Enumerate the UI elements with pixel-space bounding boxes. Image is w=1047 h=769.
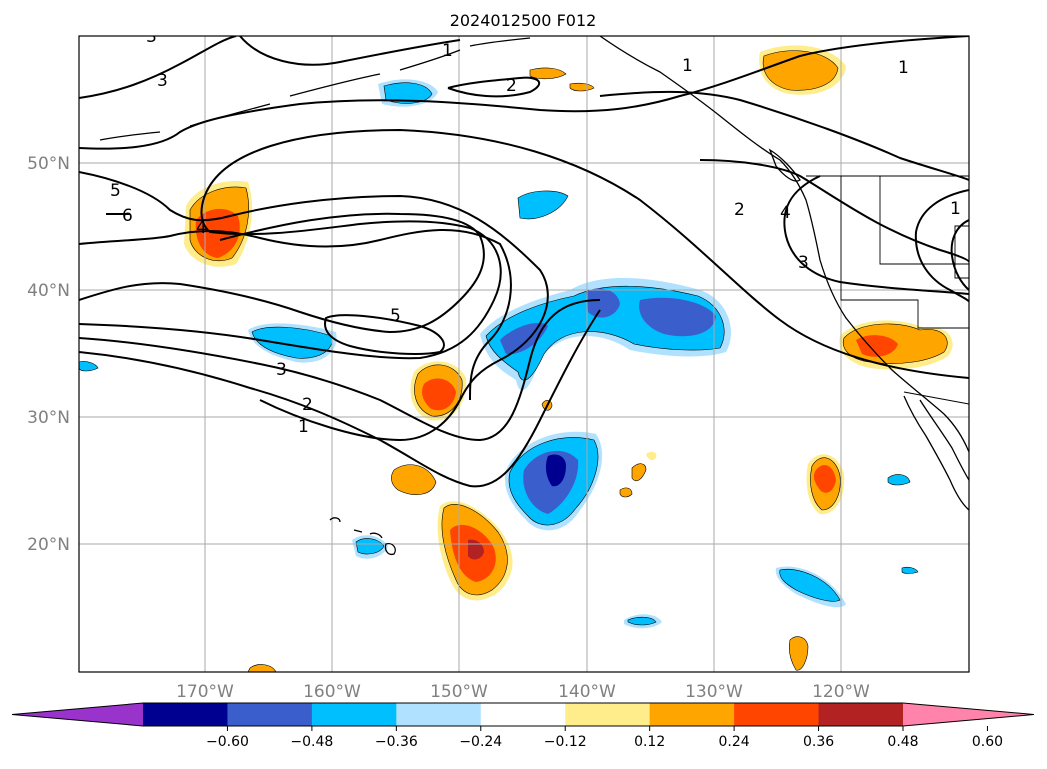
cool-anomaly-blob: [887, 474, 911, 486]
contour-label: 1: [898, 58, 909, 78]
contour-label: 3: [276, 360, 287, 380]
colorbar-extend-min: [12, 703, 143, 726]
contour-label: 4: [196, 218, 207, 238]
cool-anomaly-blob: [779, 568, 841, 602]
colorbar-segment: [734, 703, 820, 726]
cool-anomaly-blob: [545, 454, 566, 487]
colorbar-tick-label: −0.36: [375, 734, 418, 750]
colorbar-segment: [565, 703, 651, 726]
contour-label: 5: [110, 181, 121, 201]
colorbar-segment: [649, 703, 735, 726]
cool-anomaly-blob: [355, 538, 385, 555]
cool-anomaly-blob: [517, 190, 569, 220]
lat-label: 30°N: [27, 408, 70, 428]
contour-label: 2: [506, 76, 517, 96]
map-panel: 3 3 1 2 1 1 5 6 4 5 3 2 1 2 4 3 1: [78, 27, 970, 673]
colorbar-tick-label: 0.12: [634, 734, 665, 750]
colorbar-tick-label: 0.24: [719, 734, 750, 750]
warm-anomaly-blob: [468, 539, 484, 560]
warm-anomaly-blob: [788, 636, 809, 671]
lon-label: 120°W: [812, 682, 870, 702]
cool-anomaly-blob: [901, 566, 919, 574]
contour-label: 1: [682, 56, 693, 76]
colorbar-segment: [818, 703, 904, 726]
colorbar-outline: [11, 702, 1035, 727]
colorbar-tick-label: −0.48: [290, 734, 333, 750]
height-contours: [79, 36, 969, 488]
lon-label: 130°W: [685, 682, 743, 702]
contour-label: 1: [298, 417, 309, 437]
cool-anomaly-blob: [639, 297, 716, 337]
figure-title: 2024012500 F012: [450, 11, 597, 30]
map-frame: [78, 35, 970, 673]
contour-label: 4: [780, 203, 791, 223]
colorbar-segment: [143, 703, 228, 726]
cool-anomaly-blob: [383, 82, 433, 104]
colorbar-extend-max: [903, 703, 1034, 726]
contour-labels: 3 3 1 2 1 1 5 6 4 5 3 2 1 2 4 3 1: [110, 27, 961, 437]
contour-label: 2: [302, 395, 313, 415]
cool-anomaly-blob: [627, 616, 657, 626]
warm-anomaly-blob: [422, 378, 456, 411]
lon-label: 170°W: [176, 682, 234, 702]
graticule: [79, 36, 969, 672]
warm-anomaly-blob: [631, 463, 647, 482]
latitude-labels: 50°N 40°N 30°N 20°N: [27, 154, 70, 555]
colorbar-tick-label: 0.60: [972, 734, 1003, 750]
lat-label: 20°N: [27, 535, 70, 555]
colorbar-tick-label: −0.60: [206, 734, 249, 750]
lat-label: 50°N: [27, 154, 70, 174]
warm-anomaly-blob: [529, 67, 567, 80]
coastlines: [99, 36, 969, 556]
contour-label: 2: [734, 200, 745, 220]
cool-anomaly-blob: [79, 361, 99, 372]
warm-anomaly-blob: [856, 335, 898, 357]
warm-anomaly-blob: [646, 451, 657, 461]
colorbar-segment: [311, 703, 397, 726]
colorbar-tick-label: 0.36: [803, 734, 834, 750]
colorbar-tick-label: −0.24: [459, 734, 502, 750]
warm-anomaly-blob: [247, 664, 277, 672]
contour-label: 3: [146, 27, 157, 47]
colorbar-segment: [480, 703, 566, 726]
contour-label: 1: [442, 41, 453, 61]
lat-label: 40°N: [27, 281, 70, 301]
warm-anomaly-blob: [762, 50, 839, 91]
contour-label: 1: [950, 199, 961, 219]
political-boundaries: [806, 175, 969, 405]
contour-label: 5: [390, 306, 401, 326]
cool-anomaly-blob: [586, 288, 620, 318]
warm-anomaly-blob: [813, 465, 836, 493]
contour-label: 6: [122, 206, 133, 226]
cool-anomaly-blob: [251, 326, 333, 359]
lon-label: 150°W: [430, 682, 488, 702]
warm-anomaly-blob: [619, 487, 633, 498]
colorbar-tick-label: −0.12: [544, 734, 587, 750]
lon-label: 140°W: [558, 682, 616, 702]
colorbar: −0.60 −0.48 −0.36 −0.24 −0.12 0.12 0.24 0.36 0.4…: [11, 702, 1035, 750]
longitude-labels: 170°W 160°W 150°W 140°W 130°W 120°W: [176, 682, 870, 702]
colorbar-segment: [227, 703, 313, 726]
colorbar-segment: [396, 703, 482, 726]
colorbar-tick-label: 0.48: [887, 734, 918, 750]
warm-anomaly-blob: [569, 82, 595, 92]
contour-label: 3: [157, 71, 168, 91]
lon-label: 160°W: [303, 682, 361, 702]
contour-label: 3: [798, 253, 809, 273]
warm-anomaly-blob: [391, 464, 437, 495]
